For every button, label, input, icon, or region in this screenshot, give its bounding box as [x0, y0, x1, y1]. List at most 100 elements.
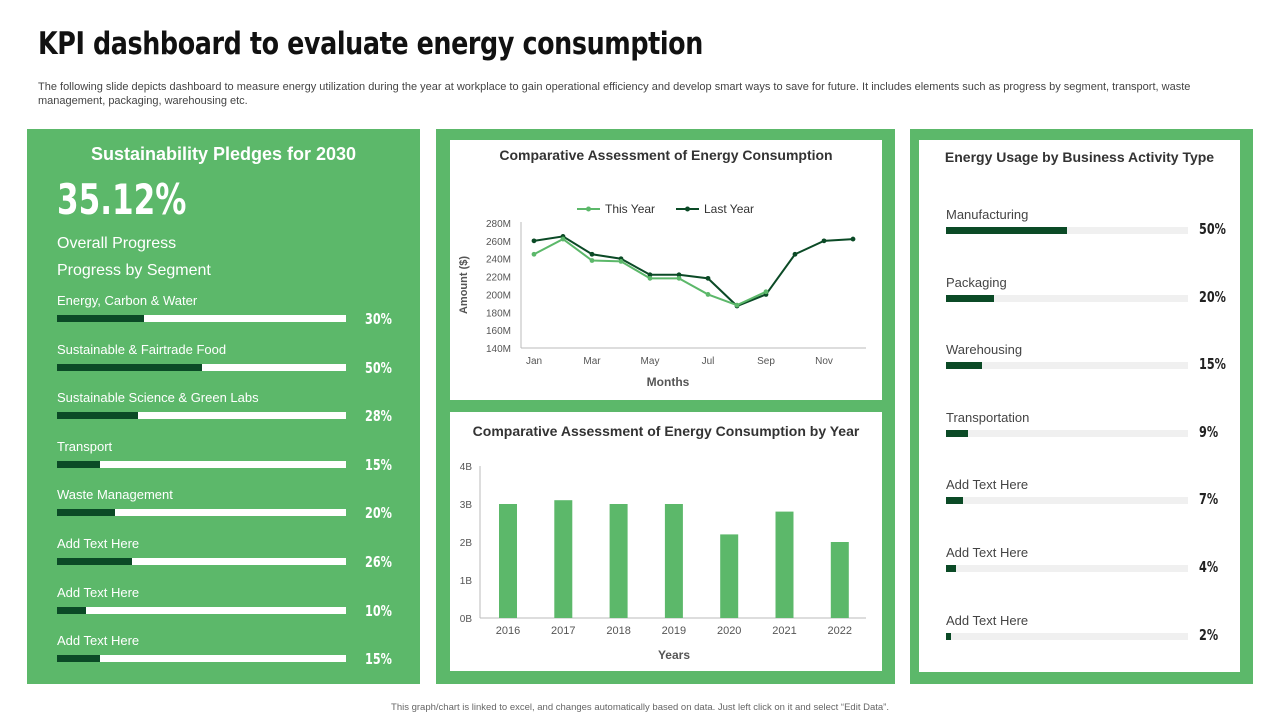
segment-percent: 30% — [365, 310, 392, 328]
bar-chart-x-tick-label: 2020 — [717, 625, 741, 637]
bar — [499, 504, 517, 618]
segment-progress-fill — [57, 412, 138, 420]
usage-progress-track — [946, 294, 1188, 302]
legend-this-year-label: This Year — [605, 202, 655, 216]
segment-progress-track — [57, 363, 346, 371]
usage-progress-fill — [946, 362, 983, 370]
last-year-point — [647, 272, 653, 278]
segment-row: Sustainable & Fairtrade Food 50% — [57, 342, 397, 382]
usage-row: Add Text Here 2% — [946, 613, 1236, 663]
usage-progress-fill — [946, 227, 1067, 234]
bar — [554, 500, 573, 618]
this-year-point — [705, 292, 711, 297]
usage-progress-track — [946, 429, 1188, 437]
usage-label: Manufacturing — [946, 207, 1029, 222]
line-chart-legend: This Year Last Year — [577, 202, 754, 216]
usage-percent: 7% — [1199, 490, 1219, 509]
usage-row: Packaging 20% — [946, 275, 1236, 325]
segment-percent: 10% — [365, 601, 392, 620]
line-chart-y-tick-label: 160M — [486, 326, 511, 337]
this-year-point — [763, 289, 769, 295]
segment-label: Add Text Here — [57, 536, 140, 551]
footer-note: This graph/chart is linked to excel, and… — [391, 702, 889, 713]
line-chart-y-tick-label: 180M — [486, 308, 511, 319]
line-chart-y-tick-label: 260M — [486, 237, 511, 248]
bar-chart-x-tick-label: 2017 — [551, 625, 575, 637]
bar — [775, 511, 794, 618]
usage-progress-fill — [946, 497, 963, 505]
usage-progress-track — [946, 632, 1188, 640]
segment-percent: 26% — [365, 553, 392, 571]
segment-progress-track — [57, 315, 346, 322]
usage-label: Transportation — [946, 409, 1030, 425]
last-year-series-line — [533, 235, 854, 308]
usage-progress-track — [946, 227, 1188, 234]
usage-progress-track — [946, 362, 1188, 370]
segment-percent: 28% — [365, 407, 392, 426]
segment-label: Add Text Here — [57, 633, 140, 649]
usage-progress-fill — [946, 565, 956, 572]
line-chart-title: Comparative Assessment of Energy Consump… — [499, 147, 833, 163]
segment-row: Waste Management 20% — [57, 487, 397, 527]
last-year-point — [531, 238, 537, 244]
line-chart-x-tick-label: Sep — [757, 356, 775, 367]
page-subtitle: The following slide depicts dashboard to… — [38, 81, 1191, 107]
this-year-point — [589, 258, 595, 263]
this-year-point — [560, 236, 566, 242]
segment-progress-track — [57, 655, 346, 663]
usage-row: Add Text Here 4% — [946, 545, 1236, 595]
bar — [720, 534, 739, 618]
usage-percent: 4% — [1199, 558, 1219, 576]
usage-row: Manufacturing 50% — [946, 207, 1236, 257]
line-chart-y-tick-label: 200M — [486, 290, 511, 301]
segment-progress-track — [57, 606, 346, 614]
segment-label: Waste Management — [57, 487, 173, 503]
usage-row: Add Text Here 7% — [946, 477, 1236, 527]
bar-chart-y-tick-label: 0B — [460, 614, 473, 625]
last-year-point — [792, 251, 798, 257]
last-year-point — [589, 251, 595, 257]
segment-progress-fill — [57, 363, 202, 371]
bar — [830, 542, 849, 618]
pledges-heading: Sustainability Pledges for 2030 — [90, 144, 357, 164]
segment-row: Add Text Here 15% — [57, 633, 397, 673]
last-year-point — [705, 275, 711, 281]
line-chart-x-tick-label: Nov — [815, 356, 833, 367]
line-chart-y-tick-label: 140M — [486, 344, 511, 355]
line-chart-y-tick-label: 220M — [486, 273, 511, 284]
bar-chart-x-tick-label: 2016 — [496, 625, 520, 637]
line-chart-y-tick-label: 280M — [486, 219, 511, 230]
segment-progress-fill — [57, 509, 115, 517]
segment-progress-track — [57, 412, 346, 420]
usage-progress-fill — [946, 294, 995, 302]
page-title: KPI dashboard to evaluate energy consump… — [38, 26, 703, 62]
usage-row: Transportation 9% — [946, 410, 1236, 460]
bar-chart-x-tick-label: 2019 — [662, 625, 686, 637]
bar-chart-x-tick-label: 2022 — [828, 625, 852, 637]
segment-progress-fill — [57, 655, 101, 663]
usage-label: Warehousing — [946, 342, 1023, 358]
bar-chart-x-tick-label: 2021 — [772, 625, 796, 637]
line-chart-x-tick-label: Mar — [583, 356, 601, 367]
energy-usage-title: Energy Usage by Business Activity Type — [944, 149, 1215, 165]
usage-progress-track — [946, 497, 1188, 505]
usage-row: Warehousing 15% — [946, 342, 1236, 392]
usage-progress-fill — [946, 429, 968, 437]
segment-label: Sustainable Science & Green Labs — [57, 390, 259, 406]
this-year-point — [676, 275, 682, 281]
segment-progress-fill — [57, 460, 101, 468]
bar-chart-title: Comparative Assessment of Energy Consump… — [472, 423, 860, 439]
line-chart-x-axis-title: Months — [647, 375, 690, 389]
line-chart-x-tick-label: Jul — [702, 356, 715, 367]
usage-percent: 50% — [1199, 220, 1226, 238]
this-year-point — [531, 251, 537, 257]
legend-last-year-label: Last Year — [704, 202, 754, 216]
overall-progress-label: Overall Progress — [57, 235, 177, 252]
usage-percent: 15% — [1199, 355, 1226, 374]
legend-last-year-marker — [685, 206, 690, 212]
segment-progress-track — [57, 509, 346, 517]
segment-row: Energy, Carbon & Water 30% — [57, 293, 397, 333]
line-chart-x-tick-label: Jan — [526, 356, 542, 367]
this-year-point — [734, 302, 740, 308]
